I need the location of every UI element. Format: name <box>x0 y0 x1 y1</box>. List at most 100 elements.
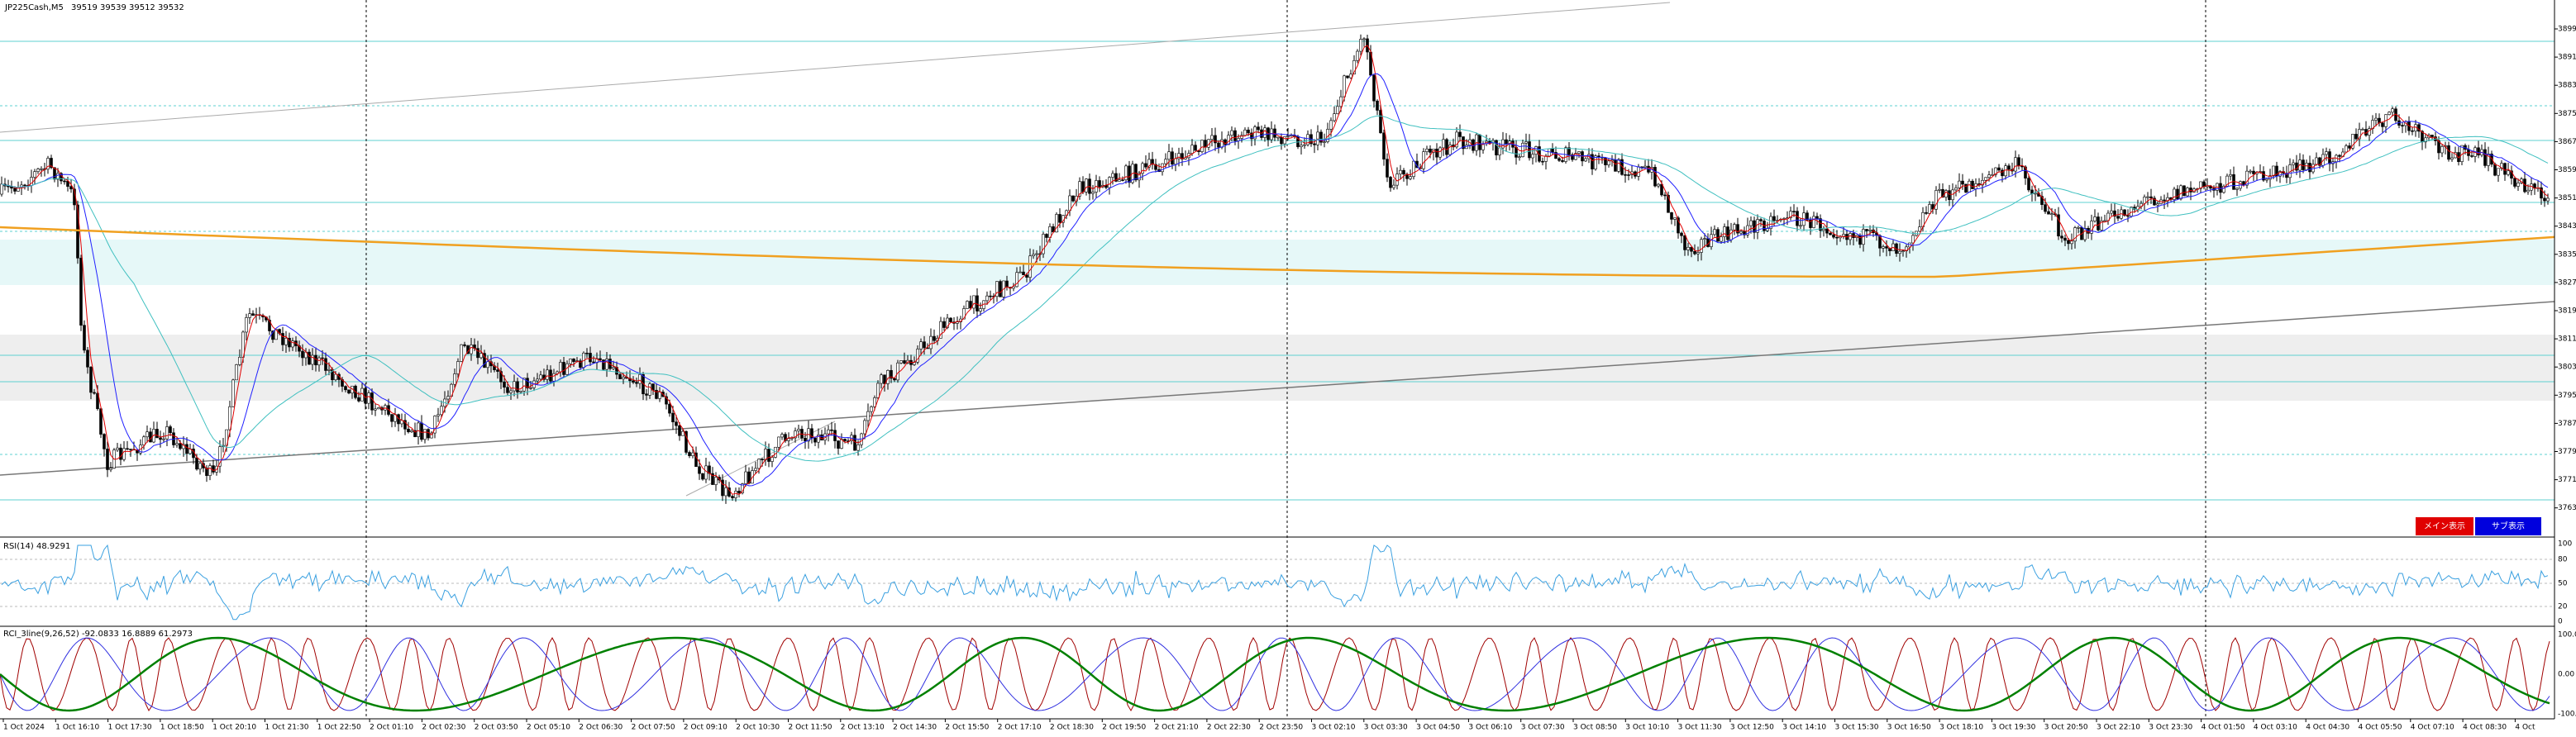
candle <box>2067 240 2070 245</box>
candle <box>2083 228 2087 240</box>
candle <box>1736 224 1739 234</box>
candle <box>2235 188 2239 190</box>
candle <box>1934 190 1938 210</box>
candle <box>2173 188 2176 200</box>
candle <box>479 353 483 359</box>
candle <box>1971 180 1974 189</box>
candle <box>1372 74 1376 102</box>
candle <box>423 429 427 440</box>
candle <box>1594 155 1597 169</box>
candle <box>2272 165 2275 177</box>
candle <box>1567 147 1571 155</box>
price-label: 38999 <box>2558 26 2576 34</box>
candle <box>1247 129 1250 134</box>
button-bg[interactable] <box>2416 517 2473 535</box>
time-label: 4 Oct 05:50 <box>2359 724 2402 732</box>
candle <box>1918 226 1921 232</box>
candle <box>972 295 976 309</box>
rsi-label: RSI(14) 48.9291 <box>3 542 70 551</box>
candle <box>1339 96 1343 107</box>
candle <box>1806 212 1809 221</box>
candle <box>301 350 304 359</box>
rci-scale: 100.00 <box>2558 631 2576 640</box>
candle <box>427 429 430 439</box>
candle <box>1164 159 1167 164</box>
candle <box>1134 164 1138 181</box>
candle <box>106 449 109 470</box>
candle <box>317 357 321 366</box>
button-bg[interactable] <box>2475 517 2541 535</box>
candle <box>357 397 360 402</box>
candle <box>509 390 513 393</box>
candle <box>985 295 989 302</box>
candle <box>1865 229 1868 231</box>
candle <box>1352 59 1356 75</box>
rci-label: RCI_3line(9,26,52) -92.0833 16.8889 61.2… <box>3 630 193 639</box>
candle <box>1128 165 1131 183</box>
candle <box>724 487 727 497</box>
candle <box>413 430 417 437</box>
time-label: 2 Oct 14:30 <box>893 724 937 732</box>
candle <box>956 321 959 324</box>
candle <box>1958 180 1961 188</box>
time-label: 3 Oct 10:10 <box>1625 724 1669 732</box>
candle <box>218 446 222 467</box>
candle <box>817 434 820 443</box>
candle <box>536 378 539 382</box>
candle <box>767 449 770 462</box>
candle <box>430 432 433 439</box>
candle <box>2262 171 2265 181</box>
candle <box>1409 176 1412 179</box>
candle <box>1336 106 1339 114</box>
candle <box>1438 147 1442 158</box>
price-label: 37639 <box>2558 504 2576 512</box>
candle <box>516 381 519 392</box>
price-label: 38199 <box>2558 307 2576 316</box>
candle <box>175 443 179 445</box>
candle <box>1108 177 1111 188</box>
button-label[interactable]: サブ表示 <box>2492 521 2525 531</box>
candle <box>1723 226 1726 237</box>
candle <box>2182 185 2186 197</box>
candle <box>1018 271 1022 273</box>
candle <box>129 449 132 450</box>
moving-average <box>1 45 2549 496</box>
candle <box>1359 39 1362 52</box>
candle <box>966 301 969 309</box>
time-label: 2 Oct 07:50 <box>632 724 675 732</box>
candle <box>1233 130 1237 141</box>
candle <box>942 321 946 328</box>
candle <box>1812 216 1815 228</box>
candle <box>1445 139 1448 155</box>
button-label[interactable]: メイン表示 <box>2424 521 2465 531</box>
time-label: 1 Oct 2024 <box>3 724 45 732</box>
candle <box>63 180 66 183</box>
button-sub[interactable]: サブ表示 <box>2475 517 2541 535</box>
candle <box>308 351 311 365</box>
candle <box>195 457 198 470</box>
zone-gray <box>0 335 2555 401</box>
candle <box>645 393 648 396</box>
candle <box>142 436 145 445</box>
button-main[interactable]: メイン表示 <box>2416 517 2473 535</box>
candle <box>559 362 562 373</box>
candle <box>1349 74 1352 78</box>
candle <box>367 392 370 404</box>
candle <box>1121 179 1124 181</box>
candle <box>506 387 509 393</box>
candle <box>1068 195 1071 212</box>
time-label: 1 Oct 16:10 <box>55 724 99 732</box>
candle <box>1538 146 1541 162</box>
candle <box>20 184 23 188</box>
candle <box>2265 178 2268 181</box>
candle <box>777 436 780 448</box>
candle <box>33 171 36 178</box>
candle <box>1716 229 1720 242</box>
rsi-line <box>1 544 2549 621</box>
candle <box>648 383 651 396</box>
time-label: 2 Oct 23:50 <box>1259 724 1303 732</box>
rci-line <box>0 636 2550 712</box>
candle <box>2516 183 2520 187</box>
time-label: 3 Oct 03:30 <box>1364 724 1408 732</box>
candle <box>995 281 999 297</box>
